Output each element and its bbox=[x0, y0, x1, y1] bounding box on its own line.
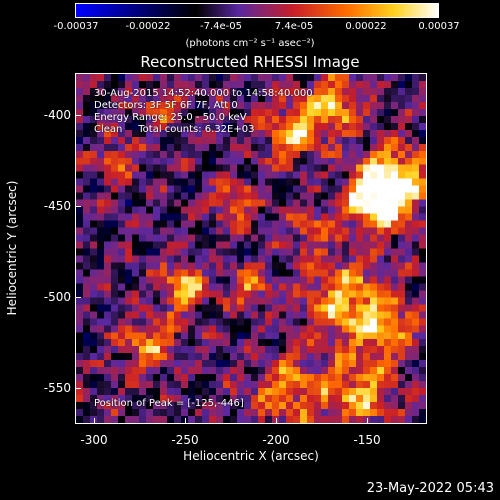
y-tick-label: -450 bbox=[43, 199, 71, 213]
colorbar-tick-label: 7.4e-05 bbox=[274, 21, 314, 32]
info-energy-range: Energy Range: 25.0 - 50.0 keV bbox=[94, 112, 247, 123]
info-total-counts: Clean Total counts: 6.32E+03 bbox=[94, 124, 255, 135]
x-tick-label: -200 bbox=[262, 433, 290, 447]
info-detectors: Detectors: 3F 5F 6F 7F, Att 0 bbox=[94, 100, 238, 111]
colorbar-tick-label: -7.4e-05 bbox=[200, 21, 242, 32]
colorbar-tick-label: 0.00037 bbox=[418, 21, 460, 32]
image-heatmap bbox=[76, 74, 426, 423]
plot-title: Reconstructed RHESSI Image bbox=[140, 53, 360, 71]
timestamp: 23-May-2022 05:43 bbox=[366, 481, 494, 496]
x-tick-label: -250 bbox=[171, 433, 199, 447]
colorbar-tick-label: 0.00022 bbox=[345, 21, 387, 32]
x-tick-label: -150 bbox=[353, 433, 381, 447]
y-axis-label: Heliocentric Y (arcsec) bbox=[5, 180, 19, 316]
colorbar bbox=[75, 3, 439, 18]
info-peak-position: Position of Peak = [-125,-446] bbox=[94, 398, 244, 409]
y-tick-label: -550 bbox=[43, 381, 71, 395]
rhessi-image: 30-Aug-2015 14:52:40.000 to 14:58:40.000… bbox=[75, 73, 427, 424]
x-tick-label: -300 bbox=[80, 433, 108, 447]
x-axis-label: Heliocentric X (arcsec) bbox=[183, 449, 319, 463]
colorbar-unit-label: (photons cm⁻² s⁻¹ asec⁻²) bbox=[185, 38, 315, 49]
colorbar-tick-label: -0.00022 bbox=[125, 21, 171, 32]
y-tick-label: -400 bbox=[43, 108, 71, 122]
info-time-range: 30-Aug-2015 14:52:40.000 to 14:58:40.000 bbox=[94, 88, 313, 99]
y-tick-label: -500 bbox=[43, 290, 71, 304]
colorbar-tick-label: -0.00037 bbox=[53, 21, 99, 32]
